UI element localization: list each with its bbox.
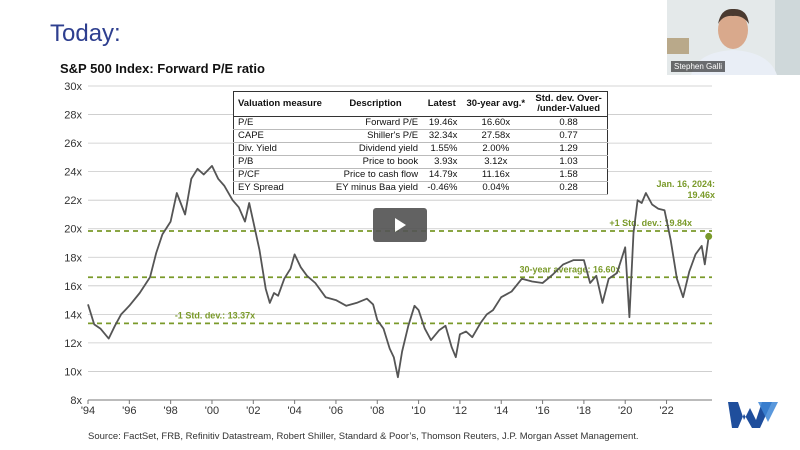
valuation-table: Valuation measure Description Latest 30-…: [233, 91, 608, 195]
table-row: CAPE Shiller's P/E 32.34x 27.58x 0.77: [233, 130, 608, 143]
cell-latest: 3.93x: [434, 156, 458, 167]
table-row: P/E Forward P/E 19.46x 16.60x 0.88: [233, 117, 608, 130]
y-tick-label: 12x: [64, 338, 82, 350]
cell-avg: 0.04%: [482, 182, 510, 193]
x-tick-label: '02: [246, 405, 260, 417]
table-row: Div. Yield Dividend yield 1.55% 2.00% 1.…: [233, 143, 608, 156]
reference-line-label: +1 Std. dev.: 19.84x: [609, 218, 692, 228]
cell-avg: 3.12x: [484, 156, 508, 167]
cell-description: Forward P/E: [365, 117, 419, 128]
table-header-row: Valuation measure Description Latest 30-…: [233, 91, 608, 117]
cell-avg: 16.60x: [481, 117, 511, 128]
table-row: P/B Price to book 3.93x 3.12x 1.03: [233, 156, 608, 169]
webcam-name-label: Stephen Galli: [671, 61, 726, 72]
x-tick-label: '06: [329, 405, 343, 417]
cell-latest: 14.79x: [428, 169, 458, 180]
x-tick-label: '16: [535, 405, 549, 417]
reference-line-label: -1 Std. dev.: 13.37x: [175, 310, 255, 320]
cell-description: Price to cash flow: [343, 169, 419, 180]
y-tick-label: 22x: [64, 195, 82, 207]
header-30-year-avg: 30-year avg.*: [461, 91, 531, 117]
y-tick-label: 10x: [64, 366, 82, 378]
x-tick-label: '04: [287, 405, 301, 417]
x-tick-label: '14: [494, 405, 508, 417]
x-tick-label: '94: [81, 405, 95, 417]
x-tick-label: '00: [205, 405, 219, 417]
y-tick-label: 8x: [70, 395, 82, 407]
cell-latest: 1.55%: [430, 143, 458, 154]
table-row: EY Spread EY minus Baa yield -0.46% 0.04…: [233, 182, 608, 195]
cell-description: Dividend yield: [358, 143, 419, 154]
cell-std-dev: 1.29: [559, 143, 578, 154]
y-tick-label: 30x: [64, 81, 82, 93]
x-tick-label: '96: [122, 405, 136, 417]
cell-std-dev: 0.77: [559, 130, 578, 141]
play-button[interactable]: [373, 208, 427, 242]
cell-avg: 11.16x: [481, 169, 510, 180]
reference-lines: +1 Std. dev.: 19.84x 30-year average: 16.…: [88, 218, 712, 325]
latest-value-dot: [705, 232, 713, 240]
webcam-video: Stephen Galli: [667, 0, 800, 75]
y-tick-label: 16x: [64, 281, 82, 293]
header-description: Description: [328, 91, 423, 117]
y-tick-label: 14x: [64, 309, 82, 321]
cell-avg: 2.00%: [482, 143, 510, 154]
y-tick-label: 20x: [64, 224, 82, 236]
slide-title: Today:: [50, 20, 121, 47]
reference-line-label: 30-year average: 16.60x: [519, 264, 620, 274]
x-tick-label: '20: [618, 405, 632, 417]
latest-value-annotation: 19.46x: [687, 190, 715, 200]
series-line: [87, 165, 710, 379]
cell-latest: 32.34x: [428, 130, 458, 141]
header-std-dev: Std. dev. Over- /under-Valued: [530, 91, 608, 117]
cell-std-dev: 0.28: [559, 182, 578, 193]
y-tick-label: 18x: [64, 252, 82, 264]
y-tick-label: 24x: [64, 167, 82, 179]
cell-measure: EY Spread: [238, 182, 284, 193]
x-tick-label: '12: [453, 405, 467, 417]
axis-ticks: 8x 10x 12x 14x 16x 18x 20x 22x 24x 26x 28x 30x '94 '9…: [64, 81, 673, 417]
y-tick-label: 28x: [64, 110, 82, 122]
y-tick-label: 26x: [64, 138, 82, 150]
cell-avg: 27.58x: [481, 130, 511, 141]
cell-measure: Div. Yield: [238, 143, 277, 154]
table-row: P/CF Price to cash flow 14.79x 11.16x 1.…: [233, 169, 608, 182]
cell-measure: CAPE: [238, 130, 264, 141]
x-tick-label: '08: [370, 405, 384, 417]
cell-latest: -0.46%: [427, 182, 458, 193]
annotations: Jan. 16, 2024:19.46x: [656, 179, 715, 240]
x-tick-label: '22: [659, 405, 673, 417]
x-tick-label: '18: [577, 405, 591, 417]
cell-description: Shiller's P/E: [367, 130, 419, 141]
cell-measure: P/B: [238, 156, 254, 167]
play-icon: [395, 218, 406, 232]
cell-std-dev: 0.88: [559, 117, 578, 128]
header-valuation-measure: Valuation measure: [233, 91, 329, 117]
cell-std-dev: 1.03: [559, 156, 578, 167]
brand-logo: [728, 402, 778, 428]
cell-measure: P/E: [238, 117, 254, 128]
cell-description: EY minus Baa yield: [335, 182, 419, 193]
cell-description: Price to book: [362, 156, 419, 167]
source-note: Source: FactSet, FRB, Refinitiv Datastre…: [88, 431, 639, 442]
header-latest: Latest: [422, 91, 462, 117]
latest-value-annotation: Jan. 16, 2024:: [656, 179, 715, 189]
series-layer: [87, 165, 710, 379]
chart-title: S&P 500 Index: Forward P/E ratio: [60, 61, 265, 76]
x-tick-label: '10: [411, 405, 425, 417]
cell-measure: P/CF: [238, 169, 260, 180]
x-tick-label: '98: [163, 405, 177, 417]
cell-latest: 19.46x: [428, 117, 458, 128]
cell-std-dev: 1.58: [559, 169, 578, 180]
